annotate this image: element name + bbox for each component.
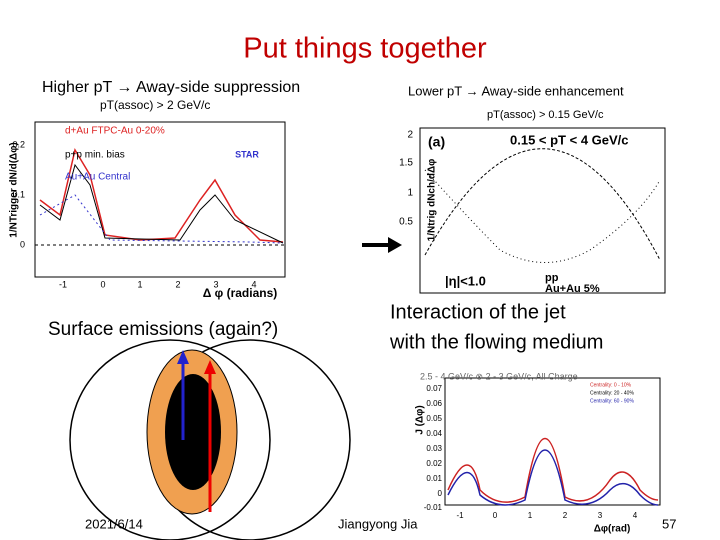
medium [165,374,221,490]
curve [39,148,284,243]
curve [39,194,284,244]
x-tick-label: 2 [563,511,568,520]
footer-author: Jiangyong Jia [338,516,418,531]
right-heading: Lower pT → Away-side enhancement [408,83,624,98]
y-axis-label: J (Δφ) [415,405,426,434]
arrowhead [177,350,189,364]
y-tick-label: 0.1 [12,189,25,199]
x-axis-label: Δφ(rad) [594,524,631,535]
legend-entry: pp [545,272,559,284]
y-axis-label: 1/Ntrig dNch/dΔφ [427,159,438,242]
x-tick-label: 1 [528,511,533,520]
x-tick-label: 3 [598,511,603,520]
surface-text: Surface emissions (again?) [48,319,278,340]
x-tick-label: 3 [213,279,218,289]
curve [424,148,661,261]
y-tick-label: 0.03 [426,444,442,453]
left-subheading: pT(assoc) > 2 GeV/c [100,98,210,112]
legend-entry: Centrality: 0 - 10% [590,382,632,388]
arrowhead [388,237,402,253]
title: Put things together [243,33,487,65]
frame [34,121,286,278]
logo: STAR [235,149,259,159]
x-tick-label: 1 [137,279,142,289]
frame [444,377,661,506]
legend-entry: Centrality: 60 - 90% [590,398,634,404]
y-tick-label: 0.07 [426,384,442,393]
plot-title: 2.5 - 4 GeV/c ⊗ 2 - 3 GeV/c, All Charge [420,371,578,381]
y-tick-label: 0.5 [399,217,413,228]
y-tick-label: -0.01 [424,503,443,512]
y-tick-label: 2 [407,130,413,141]
x-axis-label: Δ φ (radians) [203,286,278,300]
footer-page: 57 [662,516,676,531]
curve [447,437,659,503]
left-plot: 0.2 0.1 0 -1 0 1 2 3 4 Δ φ (radians) 1/N… [9,121,286,300]
y-tick-label: 0.01 [426,474,442,483]
legend-entry: d+Au FTPC-Au 0-20% [65,126,165,137]
y-tick-label: 0.02 [426,459,442,468]
x-tick-label: -1 [59,279,67,289]
frame [419,127,666,294]
legend-entry: Au+Au 5% [545,283,600,295]
nucleus [69,339,271,540]
diagram [69,339,351,540]
curve [424,169,661,263]
x-tick-label: 0 [100,279,105,289]
y-tick-label: 0 [438,489,443,498]
y-tick-label: 1 [407,188,413,199]
y-tick-label: 0 [20,239,25,249]
interaction-line: Interaction of the jet [390,301,566,323]
footer-date: 2021/6/14 [85,516,143,531]
left-heading: Higher pT → Away-side suppression [42,79,300,96]
x-tick-label: -1 [456,511,464,520]
legend-entry: Centrality: 20 - 40% [590,390,634,396]
right-subheading: pT(assoc) > 0.15 GeV/c [487,109,604,121]
range: 0.15 < pT < 4 GeV/c [510,132,629,147]
y-tick-label: 0.2 [12,139,25,149]
y-tick-label: 0.05 [426,414,442,423]
x-tick-label: 2 [175,279,180,289]
x-tick-label: 4 [633,511,638,520]
legend-entry: p+p min. bias [65,150,125,161]
y-tick-label: 1.5 [399,158,413,169]
y-axis-label: 1/NTrigger dN/d(Δφ) [9,142,20,237]
y-tick-label: 0.06 [426,399,442,408]
bottom-plot: 2.5 - 4 GeV/c ⊗ 2 - 3 GeV/c, All Charge … [415,371,661,535]
y-tick-label: 0.04 [426,429,442,438]
curve [447,449,659,506]
x-tick-label: 0 [493,511,498,520]
x-tick-label: 4 [251,279,256,289]
panel-label: (a) [428,134,445,150]
arrowhead [204,360,216,374]
curve [39,163,284,244]
right-plot: 2 1.5 1 0.5 1/Ntrig dNch/dΔφ (a) 0.15 < … [399,127,666,295]
legend-entry: Au+Au Central [65,172,130,183]
interaction-line: with the flowing medium [389,331,603,353]
cut: |η|<1.0 [445,273,486,288]
